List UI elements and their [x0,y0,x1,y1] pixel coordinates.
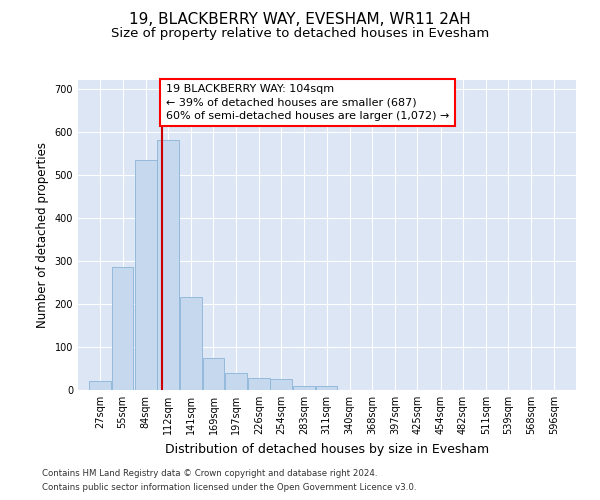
Text: 19 BLACKBERRY WAY: 104sqm
← 39% of detached houses are smaller (687)
60% of semi: 19 BLACKBERRY WAY: 104sqm ← 39% of detac… [166,84,449,120]
Bar [293,386,315,390]
Text: Contains HM Land Registry data © Crown copyright and database right 2024.: Contains HM Land Registry data © Crown c… [42,468,377,477]
Bar [225,373,247,390]
Text: Contains public sector information licensed under the Open Government Licence v3: Contains public sector information licen… [42,484,416,492]
Bar [181,298,202,390]
Bar [248,378,270,390]
Bar [271,379,292,390]
Text: 19, BLACKBERRY WAY, EVESHAM, WR11 2AH: 19, BLACKBERRY WAY, EVESHAM, WR11 2AH [129,12,471,28]
Bar [316,386,337,390]
Y-axis label: Number of detached properties: Number of detached properties [36,142,49,328]
Bar [89,382,111,390]
Bar [112,268,133,390]
Bar [203,358,224,390]
Text: Size of property relative to detached houses in Evesham: Size of property relative to detached ho… [111,28,489,40]
X-axis label: Distribution of detached houses by size in Evesham: Distribution of detached houses by size … [165,442,489,456]
Bar [157,140,179,390]
Bar [135,160,157,390]
